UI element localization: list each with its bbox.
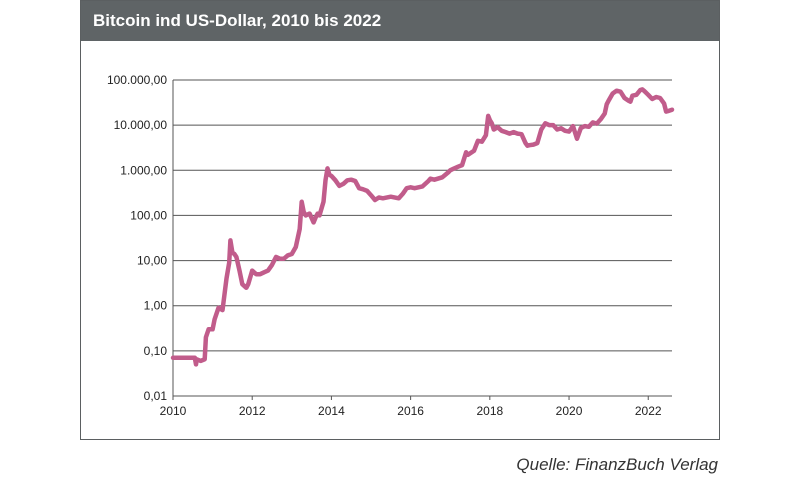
x-tick-label: 2010	[160, 404, 187, 418]
y-axis-ticks: 0,01 0,10 1,00 10,00 100,00 1.000,00 10.000,00…	[107, 73, 167, 403]
y-tick-label: 100.000,00	[107, 73, 167, 87]
y-tick-label: 0,10	[144, 344, 168, 358]
y-tick-label: 0,01	[144, 389, 168, 403]
y-tick-label: 1,00	[144, 299, 168, 313]
x-tick-label: 2016	[397, 404, 424, 418]
chart-title: Bitcoin ind US-Dollar, 2010 bis 2022	[81, 1, 719, 41]
y-tick-label: 1.000,00	[120, 163, 167, 177]
x-tick-label: 2020	[556, 404, 583, 418]
x-tick-label: 2022	[635, 404, 662, 418]
grid-lines	[172, 79, 672, 397]
chart-svg: 0,01 0,10 1,00 10,00 100,00 1.000,00 10.000,00…	[107, 73, 675, 418]
y-tick-label: 10.000,00	[114, 118, 168, 132]
x-tick-label: 2018	[476, 404, 503, 418]
chart-figure: Bitcoin ind US-Dollar, 2010 bis 2022 0,0…	[80, 0, 720, 440]
x-tick-label: 2014	[318, 404, 345, 418]
source-note: Quelle: FinanzBuch Verlag	[516, 455, 718, 474]
x-tick-label: 2012	[239, 404, 266, 418]
y-tick-label: 10,00	[137, 254, 167, 268]
y-tick-label: 100,00	[130, 208, 167, 222]
x-axis-ticks: 2010 2012 2014 2016 2018 2020 2022	[160, 396, 662, 418]
series-line	[170, 87, 675, 367]
